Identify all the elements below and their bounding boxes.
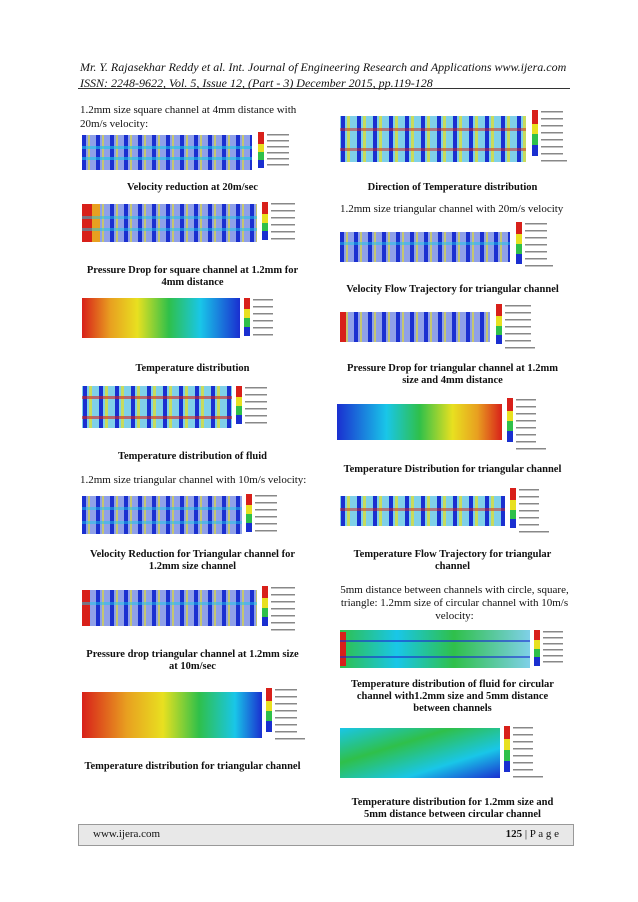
figure-velocity-square <box>80 130 300 175</box>
footer-page-number: 125 <box>505 828 523 840</box>
right-caption-1: Direction of Temperature distribution <box>367 182 538 193</box>
left-caption-5a: Velocity Reduction for Triangular channe… <box>89 549 296 560</box>
figure-velocity-trajectory-triangular <box>338 218 570 274</box>
figure-temperature-circular-fluid <box>338 626 570 674</box>
right-intro-2c: velocity: <box>435 610 474 622</box>
figure-temperature-square <box>80 294 305 344</box>
figure-temperature-circular-5mm <box>338 722 570 784</box>
figure-temperature-flow-trajectory <box>338 484 570 540</box>
page-footer: www.ijera.com 125 | P a g e <box>78 824 574 846</box>
right-caption-5b: channel <box>434 561 470 572</box>
left-caption-5b: 1.2mm size channel <box>148 561 237 572</box>
right-caption-6a: Temperature distribution of fluid for ci… <box>351 679 554 690</box>
right-caption-3b: size and 4mm distance <box>402 375 503 386</box>
left-caption-2b: 4mm distance <box>161 277 224 288</box>
right-caption-6c: between channels <box>413 703 492 714</box>
running-header-line2: ISSN: 2248-9622, Vol. 5, Issue 12, (Part… <box>80 76 433 90</box>
right-caption-2: Velocity Flow Trajectory for triangular … <box>346 284 559 295</box>
right-caption-7a: Temperature distribution for 1.2mm size … <box>351 797 554 808</box>
right-intro-2b: triangle: 1.2mm size of circular channel… <box>340 597 569 609</box>
right-caption-7b: 5mm distance between circular channel <box>364 809 541 820</box>
footer-page: 125 | P a g e <box>506 828 559 840</box>
left-intro-1: 1.2mm size square channel at 4mm distanc… <box>80 104 297 116</box>
right-intro-1: 1.2mm size triangular channel with 20m/s… <box>340 203 564 215</box>
figure-pressure-triangular-4mm <box>338 300 570 356</box>
left-caption-4: Temperature distribution of fluid <box>117 451 268 462</box>
left-caption-7: Temperature distribution for triangular … <box>84 761 301 772</box>
figure-temperature-triangular <box>80 684 310 746</box>
left-caption-3: Temperature distribution <box>135 363 250 374</box>
right-intro-2a: 5mm distance between channels with circl… <box>340 584 569 596</box>
footer-page-word: | P a g e <box>522 828 559 840</box>
right-caption-3a: Pressure Drop for triangular channel at … <box>346 363 559 374</box>
left-caption-2a: Pressure Drop for square channel at 1.2m… <box>86 265 299 276</box>
figure-pressure-triangular <box>80 582 305 638</box>
figure-temperature-fluid <box>80 382 305 432</box>
running-header-line1: Mr. Y. Rajasekhar Reddy et al. Int. Jour… <box>80 60 567 74</box>
right-caption-5a: Temperature Flow Trajectory for triangul… <box>353 549 552 560</box>
figure-velocity-triangular <box>80 490 305 540</box>
footer-site: www.ijera.com <box>93 828 161 840</box>
left-caption-6a: Pressure drop triangular channel at 1.2m… <box>86 649 299 660</box>
left-caption-6b: at 10m/sec <box>169 661 216 672</box>
right-caption-6b: channel with1.2mm size and 5mm distance <box>356 691 549 702</box>
figure-temperature-distribution-triangular <box>335 394 570 454</box>
header-rule <box>78 88 570 89</box>
figure-pressure-square <box>80 198 305 248</box>
right-caption-4: Temperature Distribution for triangular … <box>343 464 562 475</box>
left-caption-1: Velocity reduction at 20m/sec <box>127 182 258 193</box>
left-intro-2: 20m/s velocity: <box>80 118 149 130</box>
figure-direction-temperature <box>338 108 570 170</box>
left-intro-3: 1.2mm size triangular channel with 10m/s… <box>80 474 307 486</box>
